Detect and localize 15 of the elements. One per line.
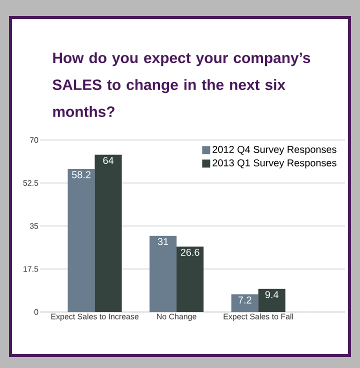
bar — [94, 154, 122, 312]
data-label: 31 — [158, 238, 168, 246]
data-label: 26.6 — [180, 248, 200, 256]
bar — [258, 288, 286, 312]
chart-title: How do you expect your company’s SALES to change in the next six months? — [52, 52, 310, 117]
bar — [176, 246, 204, 312]
legend-label: 2013 Q1 Survey Responses — [212, 159, 336, 168]
bar — [231, 294, 258, 312]
data-label: 7.2 — [238, 296, 252, 304]
data-label: 64 — [103, 156, 114, 164]
bar — [150, 236, 177, 312]
legend-label: 2012 Q4 Survey Responses — [212, 146, 336, 155]
data-label: 58.2 — [72, 171, 90, 178]
bar — [68, 168, 95, 312]
data-label: 9.4 — [265, 291, 278, 298]
